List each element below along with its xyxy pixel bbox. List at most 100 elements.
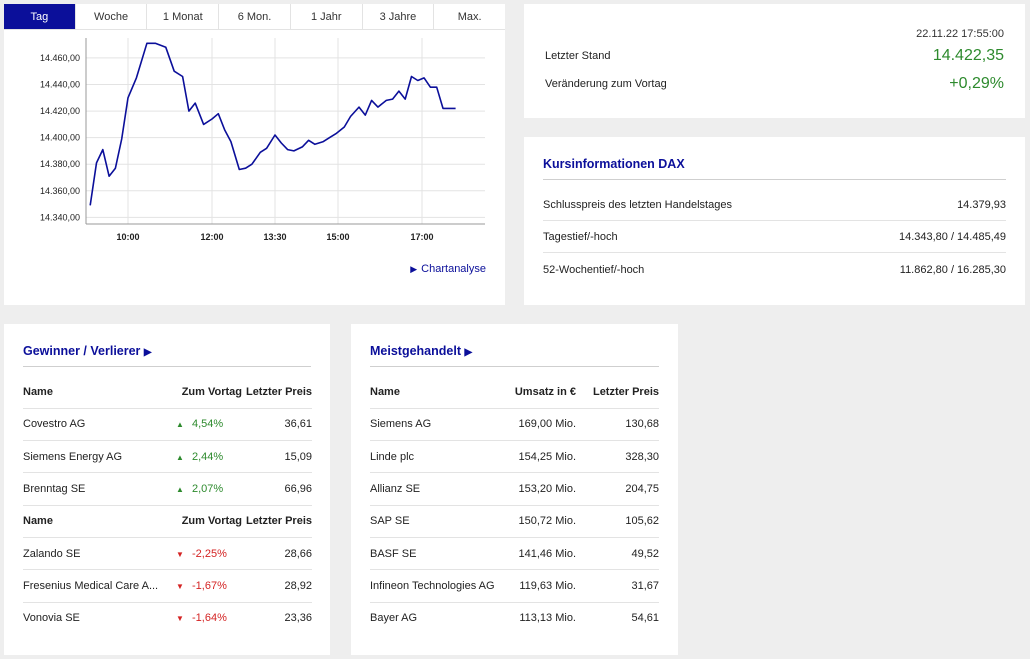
stock-change: -2,25% [192, 547, 227, 560]
table-row[interactable]: Infineon Technologies AG 119,63 Mio. 31,67 [370, 569, 659, 603]
table-row[interactable]: Siemens AG 169,00 Mio. 130,68 [370, 408, 659, 442]
stock-price: 204,75 [576, 472, 659, 506]
col-header-name: Name [370, 376, 503, 409]
col-header-name: Name [23, 505, 176, 538]
movers-title-link[interactable]: Gewinner / Verlierer ▶ [23, 344, 152, 358]
stock-change: 4,54% [192, 418, 224, 431]
tab-3-jahre[interactable]: 3 Jahre [363, 4, 435, 29]
movers-table: Name Zum Vortag Letzter Preis Covestro A… [23, 376, 312, 634]
quote-panel: 22.11.22 17:55:00 Letzter Stand 14.422,3… [524, 4, 1025, 118]
most-traded-panel: Meistgehandelt ▶ Name Umsatz in € Letzte… [351, 324, 678, 655]
last-price-row: Letzter Stand 14.422,35 [545, 47, 1004, 65]
stock-price: 23,36 [284, 612, 312, 625]
stock-name[interactable]: Vonovia SE [23, 612, 80, 625]
x-tick-label: 13:30 [263, 232, 286, 242]
y-tick-label: 14.360,00 [40, 186, 80, 196]
col-header-change: Zum Vortag [176, 505, 242, 538]
stock-change: 2,07% [192, 483, 224, 496]
change-label: Veränderung zum Vortag [545, 78, 667, 90]
table-header-row: Name Zum Vortag Letzter Preis [23, 505, 312, 538]
price-info-title: Kursinformationen DAX [543, 157, 685, 171]
table-row[interactable]: SAP SE 150,72 Mio. 105,62 [370, 505, 659, 538]
timeframe-tabs: Tag Woche 1 Monat 6 Mon. 1 Jahr 3 Jahre … [4, 4, 505, 30]
y-tick-label: 14.440,00 [40, 80, 80, 90]
stock-name[interactable]: Brenntag SE [23, 472, 176, 506]
stock-name[interactable]: Linde plc [370, 440, 503, 474]
stock-name[interactable]: Siemens Energy AG [23, 440, 176, 474]
table-row[interactable]: Zalando SE ▼ -2,25% 28,66 [23, 537, 312, 571]
stock-turnover: 113,13 Mio. [519, 612, 576, 625]
price-info-panel: Kursinformationen DAX Schlusspreis des l… [524, 137, 1025, 305]
stock-name[interactable]: Infineon Technologies AG [370, 569, 503, 603]
table-row[interactable]: Fresenius Medical Care A... ▼ -1,67% 28,9… [23, 569, 312, 603]
x-tick-label: 15:00 [326, 232, 349, 242]
info-row-label: Tagestief/-hoch [543, 230, 618, 243]
table-row[interactable]: Bayer AG 113,13 Mio. 54,61 [370, 602, 659, 634]
y-tick-label: 14.400,00 [40, 133, 80, 143]
play-icon: ▶ [410, 264, 418, 274]
stock-price: 130,68 [576, 408, 659, 442]
tab-woche[interactable]: Woche [76, 4, 148, 29]
table-header-row: Name Umsatz in € Letzter Preis [370, 376, 659, 409]
stock-turnover: 119,63 Mio. [503, 569, 576, 603]
info-row: Tagestief/-hoch 14.343,80 / 14.485,49 [543, 221, 1006, 253]
chart-panel: Tag Woche 1 Monat 6 Mon. 1 Jahr 3 Jahre … [4, 4, 505, 305]
tab-max[interactable]: Max. [457, 10, 482, 23]
table-row[interactable]: Covestro AG ▲ 4,54% 36,61 [23, 408, 312, 442]
chartanalyse-link[interactable]: ▶ Chartanalyse [410, 263, 486, 275]
tab-1-jahr[interactable]: 1 Jahr [291, 4, 363, 29]
stock-price: 15,09 [242, 440, 312, 474]
play-icon: ▶ [143, 347, 152, 358]
y-tick-label: 14.380,00 [40, 159, 80, 169]
table-row[interactable]: Allianz SE 153,20 Mio. 204,75 [370, 472, 659, 506]
stock-name[interactable]: Bayer AG [370, 612, 418, 625]
info-row-value: 11.862,80 / 16.285,30 [899, 264, 1006, 276]
stock-price: 36,61 [242, 408, 312, 442]
info-row-value: 14.343,80 / 14.485,49 [898, 230, 1006, 243]
stock-change: -1,67% [192, 579, 227, 592]
change-row: Veränderung zum Vortag +0,29% [545, 75, 1004, 93]
arrow-down-icon: ▼ [176, 581, 184, 591]
stock-name[interactable]: Siemens AG [370, 408, 503, 442]
x-tick-label: 12:00 [200, 232, 223, 242]
x-tick-label: 10:00 [116, 232, 139, 242]
stock-name[interactable]: Fresenius Medical Care A... [23, 569, 176, 603]
tab-6-mon[interactable]: 6 Mon. [219, 4, 291, 29]
stock-change: -1,64% [192, 612, 227, 625]
table-row[interactable]: Brenntag SE ▲ 2,07% 66,96 [23, 472, 312, 506]
y-tick-label: 14.460,00 [40, 53, 80, 63]
most-traded-title-link[interactable]: Meistgehandelt ▶ [370, 344, 472, 358]
col-header-name: Name [23, 376, 176, 409]
movers-panel: Gewinner / Verlierer ▶ Name Zum Vortag L… [4, 324, 330, 655]
table-row[interactable]: Vonovia SE ▼ -1,64% 23,36 [23, 602, 312, 634]
table-row[interactable]: BASF SE 141,46 Mio. 49,52 [370, 537, 659, 571]
col-header-price: Letzter Preis [242, 505, 312, 538]
stock-name[interactable]: Covestro AG [23, 408, 176, 442]
table-row[interactable]: Linde plc 154,25 Mio. 328,30 [370, 440, 659, 474]
stock-price: 105,62 [576, 505, 659, 538]
stock-name[interactable]: BASF SE [370, 537, 503, 571]
price-line [89, 42, 456, 206]
intraday-chart[interactable]: 14.340,00 14.360,00 14.380,00 14.400,00 14.4… [4, 30, 505, 260]
x-tick-label: 17:00 [410, 232, 433, 242]
info-row: 52-Wochentief/-hoch 11.862,80 / 16.285,3… [543, 254, 1006, 286]
stock-turnover: 154,25 Mio. [503, 440, 576, 474]
stock-price: 54,61 [631, 612, 659, 625]
stock-turnover: 141,46 Mio. [503, 537, 576, 571]
stock-turnover: 153,20 Mio. [503, 472, 576, 506]
title-divider [370, 366, 659, 367]
stock-turnover: 150,72 Mio. [503, 505, 576, 538]
arrow-down-icon: ▼ [176, 614, 184, 624]
col-header-price: Letzter Preis [576, 376, 659, 409]
change-value: +0,29% [949, 75, 1004, 92]
title-divider [23, 366, 311, 367]
tab-tag[interactable]: Tag [4, 4, 76, 29]
stock-name[interactable]: Allianz SE [370, 472, 503, 506]
col-header-change: Zum Vortag [176, 376, 242, 409]
info-row-value: 14.379,93 [957, 198, 1006, 211]
tab-1-monat[interactable]: 1 Monat [147, 4, 220, 29]
stock-name[interactable]: Zalando SE [23, 537, 176, 571]
table-row[interactable]: Siemens Energy AG ▲ 2,44% 15,09 [23, 440, 312, 474]
y-tick-label: 14.340,00 [40, 212, 80, 222]
stock-name[interactable]: SAP SE [370, 505, 503, 538]
